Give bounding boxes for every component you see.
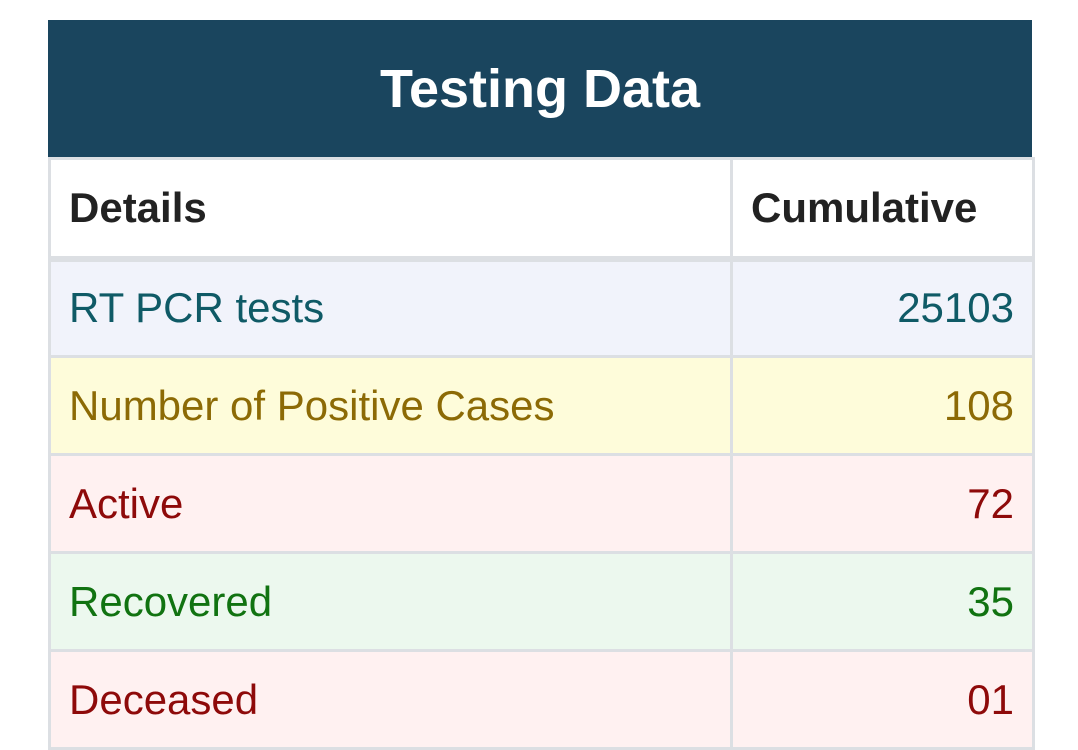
row-label: Recovered — [48, 551, 733, 652]
header-details: Details — [48, 157, 733, 262]
header-row: Details Cumulative — [48, 157, 1035, 262]
testing-data-table: Details Cumulative RT PCR tests 25103 Nu… — [48, 157, 1035, 750]
row-value: 01 — [730, 649, 1035, 750]
table-row: Number of Positive Cases 108 — [48, 355, 1035, 456]
row-value: 108 — [730, 355, 1035, 456]
row-value: 35 — [730, 551, 1035, 652]
table-row: RT PCR tests 25103 — [48, 257, 1035, 358]
row-label: Number of Positive Cases — [48, 355, 733, 456]
row-value: 72 — [730, 453, 1035, 554]
table-row: Deceased 01 — [48, 649, 1035, 750]
table-row: Active 72 — [48, 453, 1035, 554]
header-cumulative: Cumulative — [730, 157, 1035, 262]
row-value: 25103 — [730, 257, 1035, 358]
row-label: RT PCR tests — [48, 257, 733, 358]
table-row: Recovered 35 — [48, 551, 1035, 652]
row-label: Deceased — [48, 649, 733, 750]
row-label: Active — [48, 453, 733, 554]
testing-data-card: Testing Data Details Cumulative RT PCR t… — [48, 20, 1035, 750]
table-title: Testing Data — [48, 20, 1032, 157]
